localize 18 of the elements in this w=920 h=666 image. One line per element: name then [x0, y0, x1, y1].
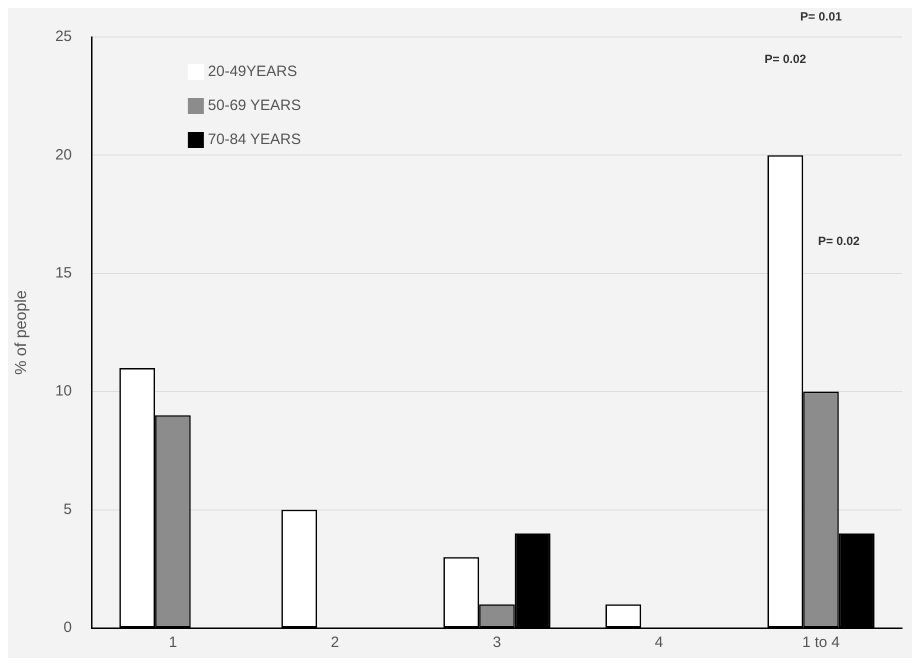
x-tick-label: 1	[168, 634, 178, 652]
legend-label: 20-49YEARS	[208, 63, 298, 80]
y-tick-label: 15	[55, 264, 72, 282]
y-tick-label: 0	[64, 619, 72, 636]
y-axis-title: % of people	[13, 290, 30, 375]
x-tick-label: 2	[330, 634, 340, 652]
x-tick-label: 4	[654, 634, 664, 652]
legend-label: 50-69 YEARS	[208, 97, 302, 114]
y-tick-label: 25	[55, 28, 72, 46]
annotation: P= 0.02	[818, 234, 860, 248]
text: P= 0.01	[800, 9, 842, 24]
y-tick-label: 10	[55, 382, 72, 400]
annotation: P= 0.02	[764, 52, 807, 66]
x-tick-label: 1 to 4	[802, 634, 840, 652]
legend-label: 70-84 YEARS	[208, 131, 302, 148]
y-tick-label: 5	[64, 500, 72, 518]
y-tick-label: 20	[55, 146, 72, 164]
x-tick-label: 3	[492, 634, 502, 652]
